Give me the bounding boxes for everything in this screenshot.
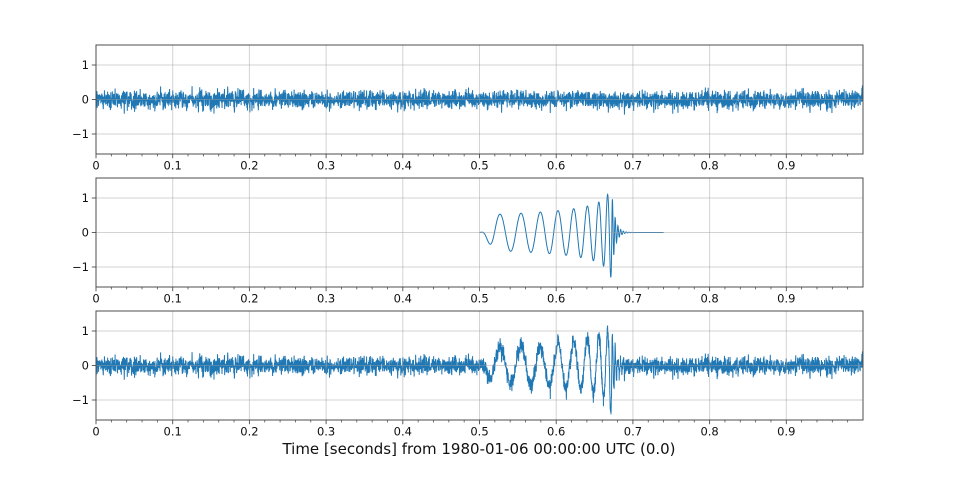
x-tick-label: 0.2 (240, 425, 258, 439)
x-tick-label: 0.8 (700, 425, 718, 439)
y-tick-label: −1 (72, 260, 89, 274)
x-tick-label: 0.1 (164, 292, 182, 306)
x-tick-label: 0 (92, 292, 99, 306)
y-tick-label: 1 (82, 191, 89, 205)
waveform-path (96, 85, 863, 115)
x-tick-label: 0 (92, 159, 99, 173)
x-tick-label: 0.3 (317, 425, 335, 439)
x-tick-label: 0.1 (164, 159, 182, 173)
x-axis-label: Time [seconds] from 1980-01-06 00:00:00 … (281, 440, 675, 458)
x-tick-label: 0.3 (317, 159, 335, 173)
x-tick-label: 0.9 (777, 292, 795, 306)
x-tick-label: 0.1 (164, 425, 182, 439)
y-tick-label: −1 (72, 393, 89, 407)
subplot-noise-plus-signal: 0 0.1 0.2 0.3 0.4 0.5 0.6 0.7 0.8 0.9 −1 0 1 (72, 310, 864, 439)
x-tick-label: 0.3 (317, 292, 335, 306)
x-tick-label: 0.7 (624, 425, 642, 439)
x-tick-label: 0.4 (394, 425, 412, 439)
y-tick-label: 0 (82, 359, 89, 373)
x-tick-label: 0.7 (624, 159, 642, 173)
waveform-path (96, 325, 863, 415)
y-tick-label: 0 (82, 226, 89, 240)
y-tick-label: 0 (82, 93, 89, 107)
x-tick-label: 0.8 (700, 159, 718, 173)
x-tick-label: 0.6 (547, 425, 565, 439)
waveform-path (479, 193, 664, 278)
x-tick-label: 0.6 (547, 292, 565, 306)
x-tick-label: 0.2 (240, 292, 258, 306)
x-tick-label: 0.9 (777, 425, 795, 439)
x-tick-label: 0.4 (394, 292, 412, 306)
subplot-signal: 0 0.1 0.2 0.3 0.4 0.5 0.6 0.7 0.8 0.9 −1 0 1 (72, 177, 864, 306)
x-tick-label: 0.2 (240, 159, 258, 173)
x-tick-label: 0.6 (547, 159, 565, 173)
x-tick-label: 0.5 (470, 425, 488, 439)
x-tick-label: 0 (92, 425, 99, 439)
x-tick-label: 0.8 (700, 292, 718, 306)
subplot-noise: 0 0.1 0.2 0.3 0.4 0.5 0.6 0.7 0.8 0.9 −1 0 1 (72, 44, 864, 173)
y-tick-label: 1 (82, 324, 89, 338)
y-tick-label: 1 (82, 58, 89, 72)
x-tick-label: 0.9 (777, 159, 795, 173)
x-tick-label: 0.5 (470, 292, 488, 306)
x-tick-label: 0.7 (624, 292, 642, 306)
x-tick-label: 0.5 (470, 159, 488, 173)
x-tick-label: 0.4 (394, 159, 412, 173)
y-tick-label: −1 (72, 127, 89, 141)
